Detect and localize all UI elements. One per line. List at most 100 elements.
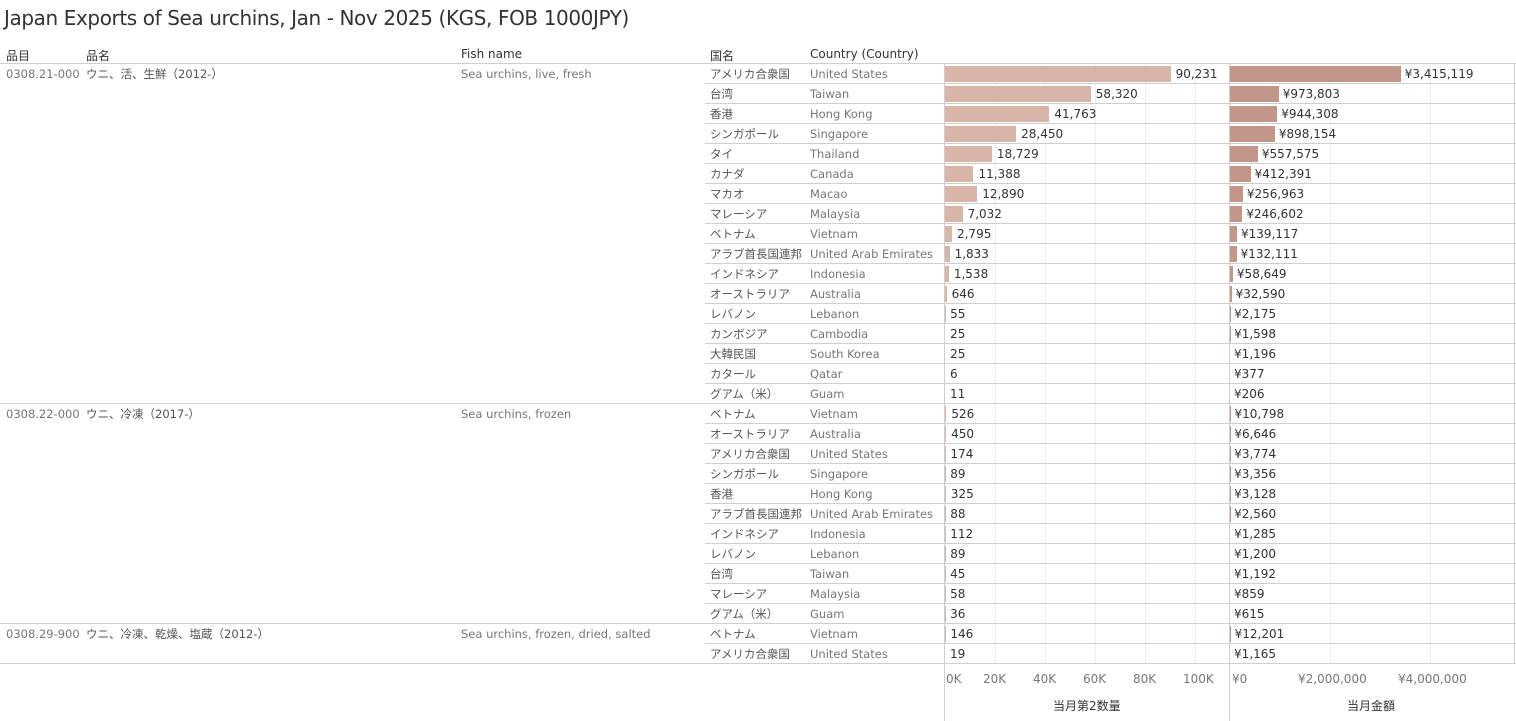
value-label: ¥859 — [1234, 587, 1265, 601]
country-en: Thailand — [810, 147, 860, 161]
value-tick-label: ¥0 — [1232, 672, 1248, 686]
qty-label: 174 — [950, 447, 974, 461]
qty-bar — [945, 86, 1091, 102]
qty-label: 19 — [950, 647, 966, 661]
qty-label: 55 — [950, 307, 966, 321]
value-bar — [1230, 146, 1258, 162]
group-name-en: Sea urchins, frozen, dried, salted — [461, 627, 651, 641]
row-line — [705, 383, 1516, 384]
qty-label: 88 — [950, 507, 966, 521]
qty-label: 11,388 — [978, 167, 1021, 181]
country-en: Canada — [810, 167, 854, 181]
value-label: ¥1,196 — [1234, 347, 1277, 361]
country-en: United States — [810, 447, 888, 461]
row-line — [705, 83, 1516, 84]
group-code: 0308.22-000 — [6, 407, 80, 421]
value-bar — [1230, 406, 1231, 422]
qty-bar — [945, 166, 974, 182]
country-en: Lebanon — [810, 307, 860, 321]
header-line — [0, 63, 1516, 64]
group-name-jp: ウニ、冷凍、乾燥、塩蔵（2012-） — [86, 627, 269, 641]
country-jp: カタール — [710, 367, 756, 381]
value-tick-label: ¥4,000,000 — [1398, 672, 1467, 686]
group-line — [0, 623, 1516, 624]
country-en: Vietnam — [810, 627, 858, 641]
qty-gridline — [1045, 64, 1046, 664]
qty-label: 89 — [950, 547, 966, 561]
value-bar — [1230, 226, 1237, 242]
row-line — [705, 423, 1516, 424]
qty-label: 18,729 — [996, 147, 1039, 161]
country-en: United States — [810, 67, 888, 81]
right-border — [1514, 64, 1515, 664]
row-line — [705, 543, 1516, 544]
qty-label: 90,231 — [1175, 67, 1218, 81]
header-country-jp: 国名 — [710, 49, 735, 63]
country-jp: シンガポール — [710, 127, 779, 141]
chart-title: Japan Exports of Sea urchins, Jan - Nov … — [4, 6, 629, 30]
value-label: ¥132,111 — [1240, 247, 1298, 261]
value-label: ¥58,649 — [1236, 267, 1287, 281]
qty-label: 25 — [950, 347, 966, 361]
group-name-jp: ウニ、活、生鮮（2012-） — [86, 67, 223, 81]
value-label: ¥12,201 — [1234, 627, 1285, 641]
country-en: Malaysia — [810, 587, 861, 601]
country-jp: アメリカ合衆国 — [710, 647, 790, 661]
value-bar — [1230, 86, 1279, 102]
row-line — [705, 223, 1516, 224]
country-en: Lebanon — [810, 547, 860, 561]
value-bar — [1230, 246, 1237, 262]
row-line — [705, 363, 1516, 364]
header-item-name: 品名 — [86, 49, 111, 63]
row-line — [705, 523, 1516, 524]
country-en: South Korea — [810, 347, 880, 361]
qty-label: 526 — [951, 407, 975, 421]
country-jp: インドネシア — [710, 267, 779, 281]
qty-label: 2,795 — [956, 227, 992, 241]
country-jp: ベトナム — [710, 627, 756, 641]
country-jp: インドネシア — [710, 527, 779, 541]
row-line — [705, 463, 1516, 464]
value-label: ¥615 — [1234, 607, 1265, 621]
country-jp: アラブ首長国連邦 — [710, 507, 802, 521]
qty-tick-label: 80K — [1133, 672, 1157, 686]
country-en: Qatar — [810, 367, 843, 381]
qty-label: 28,450 — [1021, 127, 1064, 141]
group-code: 0308.29-900 — [6, 627, 80, 641]
qty-label: 7,032 — [967, 207, 1002, 221]
qty-label: 646 — [951, 287, 975, 301]
row-line — [705, 443, 1516, 444]
qty-tick-label: 40K — [1033, 672, 1057, 686]
row-line — [705, 203, 1516, 204]
country-en: Indonesia — [810, 527, 866, 541]
row-line — [705, 643, 1516, 644]
qty-label: 146 — [950, 627, 974, 641]
header-hs-code: 品目 — [6, 49, 31, 63]
country-en: Australia — [810, 427, 861, 441]
value-gridline — [1330, 64, 1331, 664]
row-line — [705, 343, 1516, 344]
value-bar — [1230, 206, 1243, 222]
country-en: Hong Kong — [810, 107, 873, 121]
country-en: Australia — [810, 287, 861, 301]
qty-bar — [945, 66, 1171, 82]
value-label: ¥3,128 — [1234, 487, 1277, 501]
header-country-en: Country (Country) — [810, 47, 919, 61]
qty-axis-title: 当月第2数量 — [1053, 699, 1121, 713]
country-en: Indonesia — [810, 267, 866, 281]
country-jp: 台湾 — [710, 87, 733, 101]
country-en: Malaysia — [810, 207, 861, 221]
row-line — [705, 103, 1516, 104]
country-en: Singapore — [810, 467, 869, 481]
row-line — [705, 183, 1516, 184]
group-line — [0, 663, 1516, 664]
country-en: Guam — [810, 607, 845, 621]
row-line — [705, 583, 1516, 584]
country-jp: 大韓民国 — [710, 347, 756, 361]
qty-tick-label: 20K — [983, 672, 1007, 686]
value-label: ¥1,165 — [1234, 647, 1277, 661]
value-label: ¥2,560 — [1234, 507, 1277, 521]
qty-label: 58 — [950, 587, 966, 601]
country-jp: ベトナム — [710, 407, 756, 421]
country-jp: グアム（米） — [710, 387, 779, 401]
